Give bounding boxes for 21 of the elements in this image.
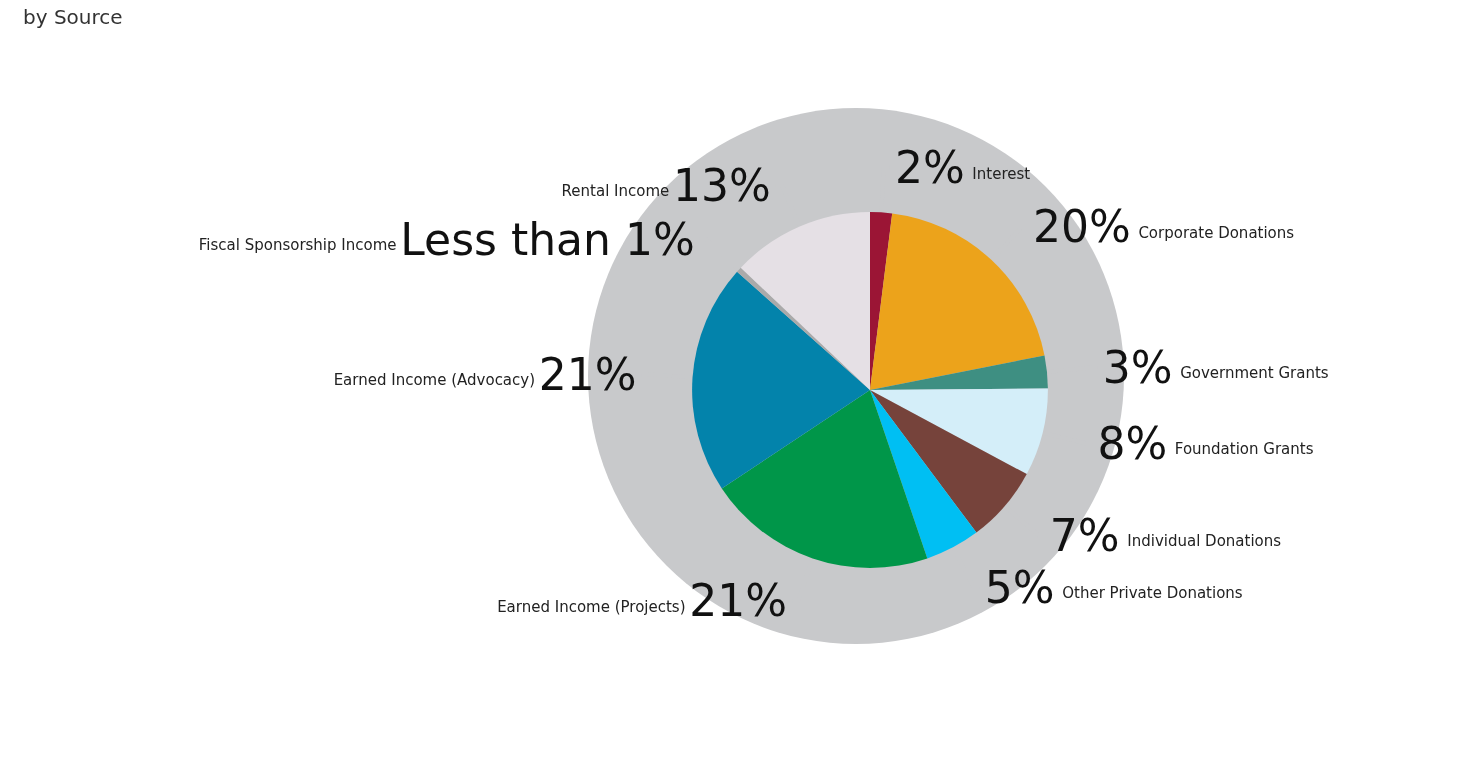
slice-label: Rental Income: [561, 182, 670, 201]
data-label: 13%: [673, 159, 771, 211]
chart-title: by Source: [23, 5, 123, 29]
slice-label: Foundation Grants: [1174, 440, 1314, 459]
data-label: 20%: [1032, 201, 1131, 253]
data-label: 8%: [1097, 417, 1168, 469]
data-label: Less than 1%: [400, 213, 695, 265]
data-label: 2%: [894, 142, 965, 194]
slice-label: Individual Donations: [1127, 532, 1282, 551]
slice-label: Corporate Donations: [1138, 223, 1295, 242]
slice-label: Government Grants: [1180, 364, 1329, 383]
data-label: 3%: [1102, 341, 1173, 393]
data-label: 7%: [1049, 509, 1120, 561]
slice-label: Fiscal Sponsorship Income: [198, 236, 397, 255]
slice-label: Interest: [972, 164, 1031, 183]
data-label: 21%: [538, 348, 637, 400]
data-label: 21%: [689, 575, 788, 627]
data-label: 5%: [984, 561, 1055, 613]
slice-label: Earned Income (Advocacy): [333, 371, 536, 390]
slice-label: Earned Income (Projects): [497, 598, 686, 616]
slice-label: Other Private Donations: [1062, 584, 1243, 603]
